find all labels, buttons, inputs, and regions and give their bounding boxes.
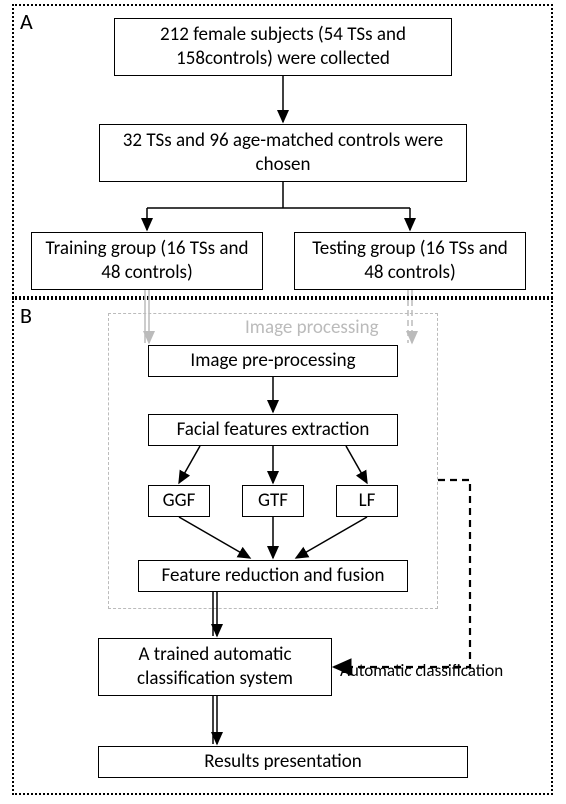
node-testing-group: Testing group (16 TSs and 48 controls) — [294, 232, 526, 290]
node-preprocessing: Image pre-processing — [148, 345, 398, 377]
node-training-group: Training group (16 TSs and 48 controls) — [31, 232, 263, 290]
node-text: Feature reduction and fusion — [162, 564, 385, 588]
node-ggf: GGF — [148, 485, 210, 517]
node-results: Results presentation — [98, 746, 468, 778]
node-text: 212 female subjects (54 TSs and 158contr… — [121, 23, 445, 71]
node-text: 32 TSs and 96 age-matched controls were … — [106, 129, 460, 177]
node-text: GGF — [163, 489, 196, 513]
image-processing-label: Image processing — [245, 316, 379, 339]
node-text: Testing group (16 TSs and 48 controls) — [301, 237, 519, 285]
node-lf: LF — [336, 485, 398, 517]
node-reduction-fusion: Feature reduction and fusion — [138, 560, 408, 592]
node-subjects-collected: 212 female subjects (54 TSs and 158contr… — [114, 18, 452, 76]
automatic-classification-label: Automatic classification — [340, 660, 503, 681]
node-text: Training group (16 TSs and 48 controls) — [38, 237, 256, 285]
node-feature-extraction: Facial features extraction — [148, 414, 398, 446]
panel-b-label: B — [20, 302, 32, 329]
node-text: GTF — [258, 489, 288, 513]
node-subjects-chosen: 32 TSs and 96 age-matched controls were … — [99, 124, 467, 182]
node-classification-system: A trained automatic classification syste… — [98, 638, 332, 696]
node-text: LF — [359, 489, 376, 513]
node-text: Image pre-processing — [190, 349, 355, 373]
node-text: A trained automatic classification syste… — [105, 643, 325, 691]
node-gtf: GTF — [242, 485, 304, 517]
node-text: Results presentation — [204, 750, 361, 774]
node-text: Facial features extraction — [177, 418, 370, 442]
panel-a-label: A — [20, 8, 33, 35]
